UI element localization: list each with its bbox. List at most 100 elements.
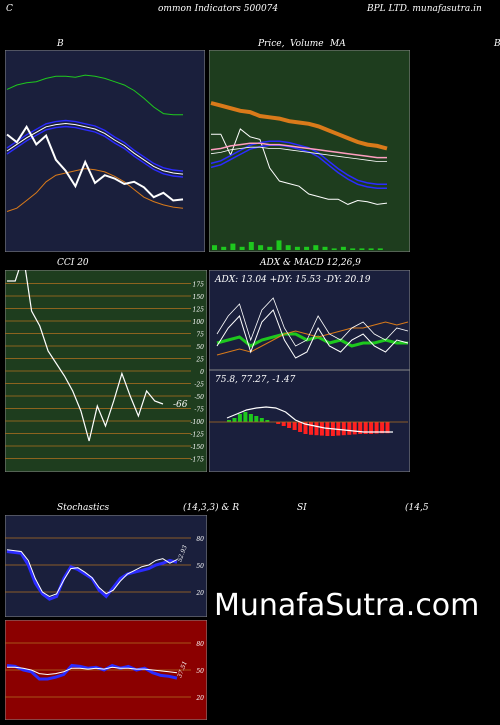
stoch-tick-label: 20 xyxy=(195,590,204,597)
price-volume-bars xyxy=(212,240,383,250)
cci-tick-label: 0 xyxy=(200,369,204,376)
cci-tick-label: -125 xyxy=(191,432,205,439)
cci-last-label: -66 xyxy=(173,400,188,410)
bollinger-panel xyxy=(5,50,205,252)
macd-histogram-bar xyxy=(287,422,292,428)
volume-bar xyxy=(267,246,273,250)
stoch-d-line xyxy=(6,549,178,598)
minus-dy-line xyxy=(216,321,409,356)
macd-histogram-bar xyxy=(363,422,368,434)
volume-bar xyxy=(322,246,328,250)
stoch-tick-label: 80 xyxy=(196,536,204,543)
macd-histogram-bar xyxy=(303,422,308,434)
volume-bar xyxy=(294,246,300,250)
macd-histogram-bar xyxy=(248,414,253,422)
macd-histogram-bar xyxy=(243,412,248,422)
volume-bar xyxy=(221,246,227,250)
volume-bar xyxy=(359,248,365,250)
price-bg xyxy=(209,50,410,252)
macd-bars xyxy=(209,406,408,436)
macd-histogram-bar xyxy=(254,416,259,422)
macd-histogram-bar xyxy=(292,422,297,430)
volume-bar xyxy=(304,246,310,250)
adx-aux-line xyxy=(216,297,409,347)
macd-histogram-bar xyxy=(276,422,281,424)
macd-histogram-bar xyxy=(352,422,357,435)
header-company: BPL LTD. munafasutra.in xyxy=(367,4,482,14)
volume-bar xyxy=(258,245,264,250)
cci-line: -66 xyxy=(7,270,188,442)
macd-histogram-bar xyxy=(374,422,379,434)
macd-histogram-bar xyxy=(380,422,385,434)
cci-tick-label: 50 xyxy=(196,344,204,351)
ma-blue-lower-line xyxy=(210,144,387,189)
cci-tick-label: -50 xyxy=(194,394,204,401)
adx-label: ADX: 13.04 +DY: 15.53 -DY: 20.19 xyxy=(214,275,371,285)
macd-histogram-bar xyxy=(325,422,330,436)
volume-bar xyxy=(340,246,346,250)
macd-histogram-bar xyxy=(232,418,237,422)
middle-band-upper-line xyxy=(6,119,184,172)
macd-bg xyxy=(209,370,410,472)
macd-histogram-bar xyxy=(259,418,264,422)
volume-bar xyxy=(276,240,282,250)
macd-histogram-bar xyxy=(309,422,313,435)
title-ma: MA xyxy=(330,39,346,49)
cci-tick-label: 125 xyxy=(193,307,205,314)
rsi-grid: 80 50 20 xyxy=(5,641,204,702)
macd-histogram-bar xyxy=(281,422,286,426)
title-price: Price, xyxy=(258,39,285,49)
title-rsi-params: (14,5 xyxy=(405,503,429,513)
cci-tick-label: -150 xyxy=(191,444,205,451)
price-panel xyxy=(209,50,410,252)
cci-tick-label: 100 xyxy=(193,319,205,326)
ma-gray-line xyxy=(210,146,387,162)
plus-dy-line xyxy=(216,309,409,359)
macd-histogram-bar xyxy=(358,422,363,434)
cci-tick-label: 175 xyxy=(193,282,205,289)
middle-band-lower-line xyxy=(6,125,184,178)
macd-signal-line xyxy=(226,406,393,433)
bollinger-lines xyxy=(6,74,184,212)
rsi-tick-label: 50 xyxy=(196,668,204,675)
cci-tick-label: 150 xyxy=(193,294,205,301)
title-cci: CCI 20 xyxy=(57,258,89,268)
adx-bg xyxy=(209,270,410,370)
price-lines xyxy=(210,101,388,205)
macd-histogram-bar xyxy=(369,422,374,434)
macd-histogram-bar xyxy=(265,420,270,422)
volume-bar xyxy=(368,248,374,250)
volume-bar xyxy=(212,245,217,250)
cci-tick-label: 75 xyxy=(196,332,204,339)
volume-bar xyxy=(313,245,319,250)
macd-histogram-bar xyxy=(341,422,346,436)
volume-bar xyxy=(377,248,383,250)
header-c: C xyxy=(6,4,13,14)
macd-label: 75.8, 77.27, -1.47 xyxy=(215,375,296,385)
ma-blue-upper-line xyxy=(210,140,387,185)
title-rsi: SI xyxy=(297,503,307,513)
macd-histogram-bar xyxy=(385,422,390,434)
title-cut-right: B xyxy=(494,39,500,49)
macd-histogram-bar xyxy=(298,422,303,432)
upper-band-line xyxy=(6,74,183,116)
volume-bar xyxy=(248,242,254,250)
rsi-k-line xyxy=(6,663,178,681)
macd-histogram-bar xyxy=(237,414,242,422)
volume-bar xyxy=(285,245,291,250)
rsi-d-line xyxy=(7,666,178,676)
stoch-bg xyxy=(5,515,207,617)
watermark: MunafaSutra.com xyxy=(214,588,480,623)
cci-tick-label: -100 xyxy=(191,419,205,426)
title-stoch: Stochastics xyxy=(57,503,110,513)
volume-bar xyxy=(350,248,356,250)
middle-band-line xyxy=(6,122,184,175)
cci-tick-label: -175 xyxy=(191,457,205,464)
macd-histogram-bar xyxy=(319,422,324,436)
macd-histogram-bar xyxy=(227,420,231,422)
macd-histogram-bar xyxy=(347,422,352,435)
cci-panel: 175 150 125 100 75 50 25 0 -25 -50 -75 -100 -125 -150… xyxy=(5,270,207,472)
rsi-tick-label: 80 xyxy=(196,641,204,648)
volume-bar xyxy=(239,246,245,250)
